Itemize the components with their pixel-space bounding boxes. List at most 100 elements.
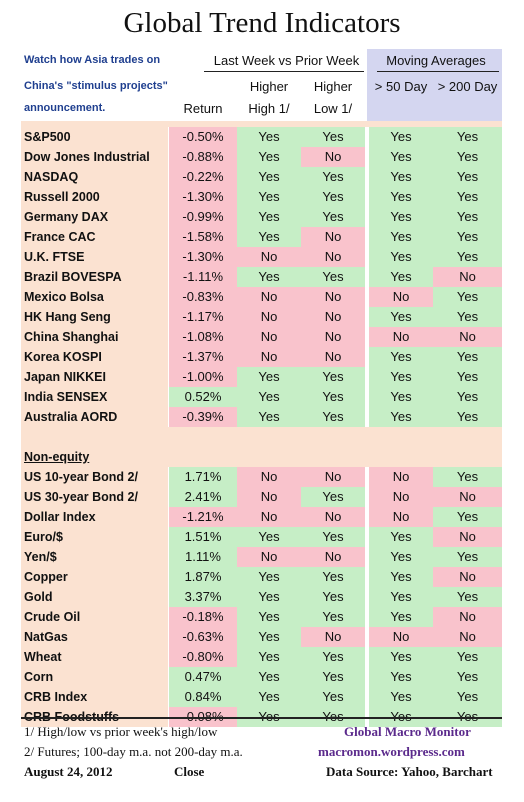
cell-ma50: Yes (369, 567, 433, 587)
cell-high: Yes (237, 267, 301, 287)
cell-ret: 0.47% (169, 667, 237, 687)
cell-high: Yes (237, 127, 301, 147)
cell-ret: -1.30% (169, 187, 237, 207)
cell-ma50: Yes (369, 307, 433, 327)
row-name: China Shanghai (24, 330, 119, 344)
row-label-background (21, 567, 168, 587)
row-name: Japan NIKKEI (24, 370, 106, 384)
row-name: Wheat (24, 650, 62, 664)
row-label-background (21, 127, 168, 147)
cell-ma50: Yes (369, 367, 433, 387)
cell-ma50: No (369, 487, 433, 507)
cell-high: No (237, 247, 301, 267)
cell-ret: -0.22% (169, 167, 237, 187)
cell-ret: 1.11% (169, 547, 237, 567)
cell-high: Yes (237, 687, 301, 707)
cell-ret: -0.39% (169, 407, 237, 427)
cell-ma50: Yes (369, 687, 433, 707)
cell-ma50: Yes (369, 667, 433, 687)
weekly-header-background (168, 49, 367, 121)
row-name: Crude Oil (24, 610, 81, 624)
cell-high: Yes (237, 647, 301, 667)
row-label-background (21, 147, 168, 167)
row-label-background (21, 587, 168, 607)
cell-ma50: No (369, 467, 433, 487)
row-label-background (21, 467, 168, 487)
brand-site: macromon.wordpress.com (318, 744, 465, 759)
header-ma50: > 50 Day (374, 79, 428, 94)
note-background (21, 49, 168, 121)
cell-ma200: Yes (433, 387, 502, 407)
cell-ma200: Yes (433, 227, 502, 247)
cell-low: No (301, 287, 365, 307)
cell-ma200: No (433, 487, 502, 507)
row-name: US 10-year Bond 2/ (24, 470, 138, 484)
header-high: High 1/ (248, 101, 290, 116)
header-underline-ma (377, 71, 499, 72)
note-line-2: China's "stimulus projects" (24, 80, 168, 92)
cell-ret: 1.87% (169, 567, 237, 587)
row-name: S&P500 (24, 130, 71, 144)
cell-ret: -0.88% (169, 147, 237, 167)
row-name: CRB Index (24, 690, 88, 704)
cell-low: Yes (301, 407, 365, 427)
cell-ma200: No (433, 607, 502, 627)
cell-high: Yes (237, 407, 301, 427)
row-name: Euro/$ (24, 530, 63, 544)
cell-ma50: Yes (369, 207, 433, 227)
row-label-background (21, 167, 168, 187)
cell-ret: 0.52% (169, 387, 237, 407)
header-group-weekly: Last Week vs Prior Week (213, 53, 360, 68)
cell-low: No (301, 507, 365, 527)
cell-ma200: No (433, 527, 502, 547)
cell-high: No (237, 347, 301, 367)
note-line-1: Watch how Asia trades on (24, 54, 161, 66)
row-label-background (21, 487, 168, 507)
row-name: Dollar Index (24, 510, 96, 524)
cell-ret: 3.37% (169, 587, 237, 607)
cell-low: No (301, 247, 365, 267)
ma-header-background (367, 49, 502, 121)
row-label-background (21, 387, 168, 407)
cell-low: No (301, 467, 365, 487)
cell-low: No (301, 307, 365, 327)
cell-ret: -0.63% (169, 627, 237, 647)
cell-ma200: Yes (433, 467, 502, 487)
cell-ret: -0.50% (169, 127, 237, 147)
row-name: NASDAQ (24, 170, 79, 184)
cell-ma50: No (369, 327, 433, 347)
cell-ma200: Yes (433, 347, 502, 367)
cell-ma50: Yes (369, 647, 433, 667)
cell-ma50: Yes (369, 167, 433, 187)
cell-high: Yes (237, 387, 301, 407)
cell-ma200: Yes (433, 167, 502, 187)
cell-low: Yes (301, 567, 365, 587)
row-name: Copper (24, 570, 68, 584)
cell-ma50: No (369, 627, 433, 647)
cell-low: No (301, 547, 365, 567)
row-name: Australia AORD (24, 410, 118, 424)
cell-low: Yes (301, 207, 365, 227)
row-name: Corn (24, 670, 54, 684)
cell-ret: -0.18% (169, 607, 237, 627)
header-higher-high: Higher (249, 79, 289, 94)
row-name: Germany DAX (24, 210, 109, 224)
row-name: U.K. FTSE (24, 250, 85, 264)
cell-ret: 1.51% (169, 527, 237, 547)
cell-low: Yes (301, 127, 365, 147)
cell-low: No (301, 347, 365, 367)
row-label-background (21, 187, 168, 207)
cell-high: No (237, 507, 301, 527)
cell-ma50: Yes (369, 147, 433, 167)
row-label-background (21, 267, 168, 287)
row-name: US 30-year Bond 2/ (24, 490, 138, 504)
cell-ma50: Yes (369, 407, 433, 427)
header-low: Low 1/ (313, 101, 353, 116)
row-label-background (21, 327, 168, 347)
data-source: Data Source: Yahoo, Barchart (326, 764, 493, 779)
cell-high: Yes (237, 587, 301, 607)
cell-high: Yes (237, 207, 301, 227)
report-date: August 24, 2012 (24, 764, 113, 779)
header-return: Return (183, 101, 223, 116)
cell-ret: -1.30% (169, 247, 237, 267)
